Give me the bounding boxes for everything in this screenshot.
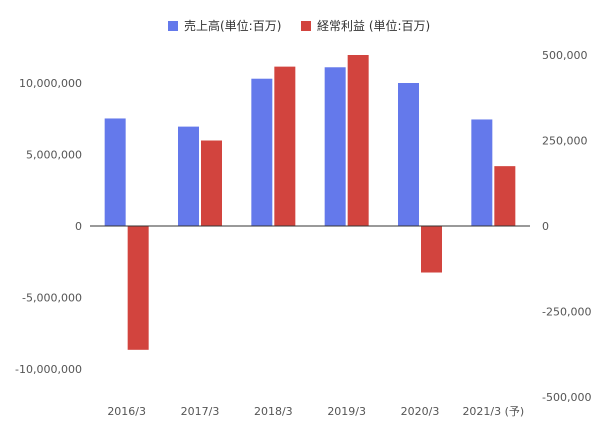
- left-tick-label-5: 10,000,000: [19, 77, 82, 90]
- left-tick-label-3: 0: [75, 220, 82, 233]
- chart-legend: 売上高(単位:百万) 経常利益 (単位:百万): [168, 18, 430, 33]
- bar-series2-3: [274, 66, 296, 227]
- legend-label-1: 売上高(単位:百万): [184, 18, 281, 33]
- bar-series1-5: [398, 83, 419, 226]
- left-axis-ticks: -10,000,000 -5,000,000 0 5,000,000 10,000,00…: [15, 77, 82, 376]
- bar-series2-4: [347, 55, 369, 226]
- legend-label-2: 経常利益 (単位:百万): [317, 18, 430, 33]
- x-axis-ticks: 2016/3 2017/3 2018/3 2019/3 2020/3 2021/3 (予): [107, 405, 524, 418]
- legend-swatch-1: [168, 21, 178, 31]
- x-tick-label-5: 2020/3: [401, 405, 440, 418]
- left-tick-label-2: -5,000,000: [22, 292, 82, 305]
- x-tick-label-2: 2017/3: [181, 405, 220, 418]
- left-tick-label-4: 5,000,000: [26, 149, 82, 162]
- right-tick-label-3: 0: [542, 220, 549, 233]
- bar-group: [104, 55, 516, 350]
- x-tick-label-1: 2016/3: [107, 405, 146, 418]
- legend-swatch-2: [301, 21, 311, 31]
- bar-series1-4: [324, 67, 346, 227]
- right-tick-label-2: -250,000: [542, 306, 591, 319]
- x-tick-label-3: 2018/3: [254, 405, 293, 418]
- right-tick-label-1: -500,000: [542, 391, 591, 404]
- right-tick-label-4: 250,000: [542, 135, 588, 148]
- bar-series2-5: [421, 226, 442, 273]
- bar-series1-6: [471, 119, 493, 226]
- right-axis-ticks: -500,000 -250,000 0 250,000 500,000: [542, 49, 591, 404]
- bar-series1-1: [104, 118, 126, 226]
- right-tick-label-5: 500,000: [542, 49, 588, 62]
- x-tick-label-4: 2019/3: [327, 405, 366, 418]
- bar-series2-6: [494, 166, 516, 226]
- bar-series2-1: [127, 226, 149, 350]
- x-tick-label-6: 2021/3 (予): [462, 405, 524, 418]
- bar-series1-2: [178, 126, 199, 226]
- left-tick-label-1: -10,000,000: [15, 363, 82, 376]
- bar-series2-2: [201, 140, 222, 226]
- bar-series1-3: [251, 78, 273, 227]
